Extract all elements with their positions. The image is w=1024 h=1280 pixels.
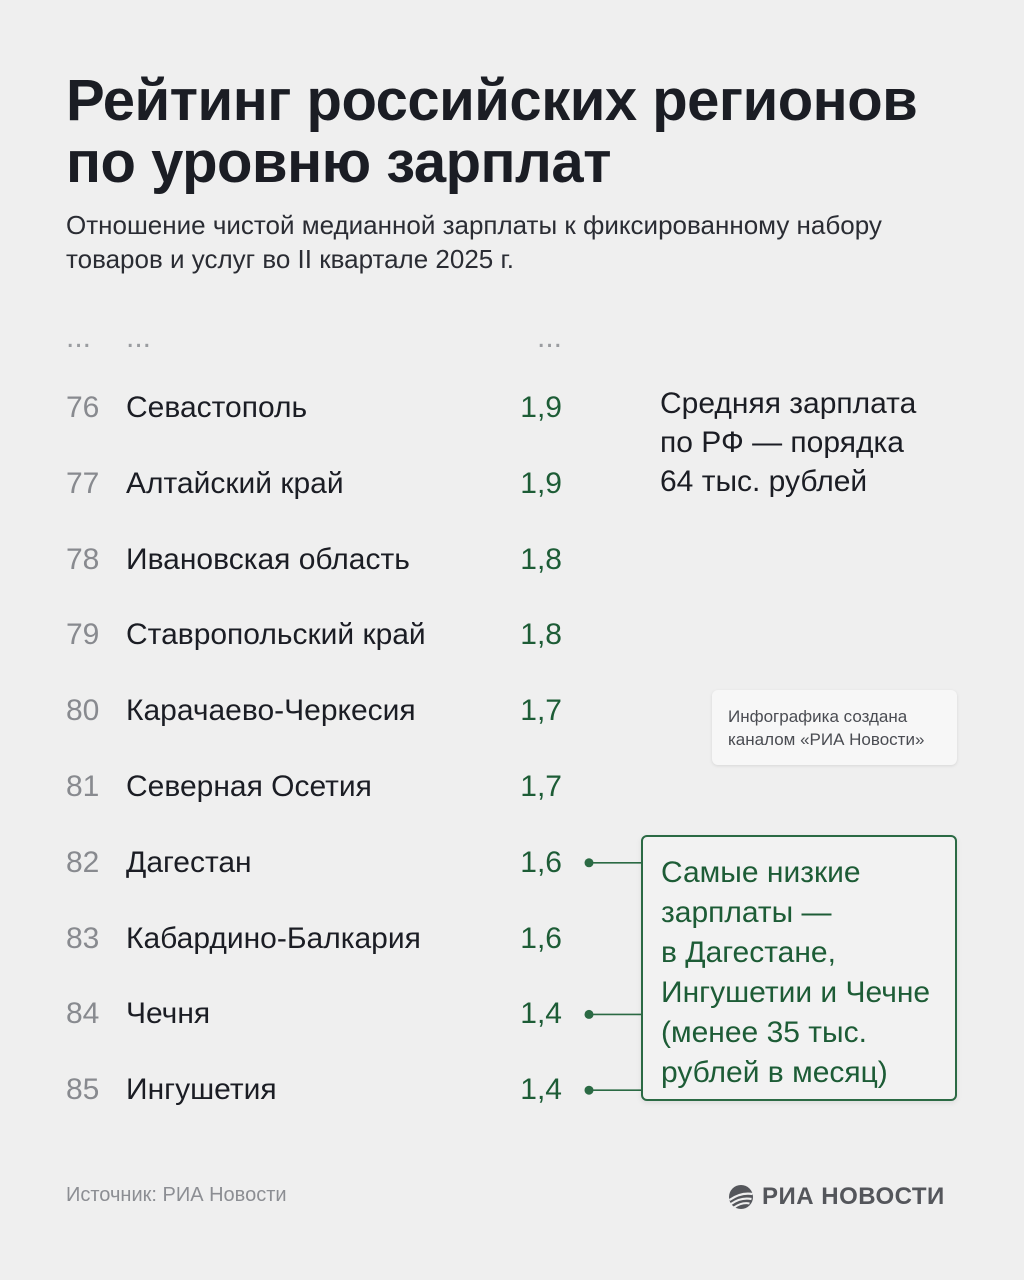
table-row: 77 Алтайский край 1,9 [0, 464, 620, 504]
table-row: 85 Ингушетия 1,4 [0, 1070, 620, 1110]
callout-line: в Дагестане, [661, 936, 836, 969]
ellipsis-value: ... [536, 321, 562, 354]
rank-label: 81 [66, 770, 100, 803]
region-label: Ингушетия [126, 1073, 277, 1107]
subtitle-line: товаров и услуг во II квартале 2025 г. [66, 244, 514, 274]
value-label: 1,7 [520, 770, 562, 803]
region-label: Ставропольский край [126, 618, 426, 652]
credit-card: Инфографика создана каналом «РИА Новости… [712, 690, 957, 765]
rank-label: 82 [66, 845, 100, 879]
table-row: 80 Карачаево-Черкесия 1,7 [0, 691, 620, 731]
value-label: 1,7 [520, 694, 562, 728]
callout-line: (менее 35 тыс. [661, 1016, 867, 1049]
ellipsis-region: ... [126, 321, 152, 354]
table-row: 76 Севастополь 1,9 [0, 388, 620, 428]
subtitle-line: Отношение чистой медианной зарплаты к фи… [66, 210, 882, 240]
ellipsis-row: ... ... ... [0, 318, 620, 358]
table-row: 82 Дагестан 1,6 [0, 843, 620, 883]
rank-label: 83 [66, 921, 100, 955]
note-line: по РФ — порядка [660, 426, 904, 459]
table-row: 78 Ивановская область 1,8 [0, 540, 620, 580]
ria-logo: РИА НОВОСТИ [728, 1180, 945, 1214]
credit-line: Инфографика создана [728, 707, 908, 726]
value-label: 1,9 [520, 466, 562, 500]
page-subtitle: Отношение чистой медианной зарплаты к фи… [66, 208, 966, 276]
table-row: 84 Чечня 1,4 [0, 994, 620, 1034]
region-label: Дагестан [126, 845, 252, 879]
note-line: 64 тыс. рублей [660, 465, 868, 498]
callout-line: рублей в месяц) [661, 1056, 888, 1089]
value-label: 1,9 [520, 391, 562, 424]
ellipsis-rank: ... [66, 321, 92, 354]
value-label: 1,4 [520, 997, 562, 1031]
region-label: Алтайский край [126, 466, 344, 500]
value-label: 1,8 [520, 618, 562, 652]
callout-line: зарплаты — [661, 896, 832, 929]
rank-label: 80 [66, 694, 100, 728]
region-label: Севастополь [126, 391, 308, 424]
credit-line: каналом «РИА Новости» [728, 730, 925, 749]
value-label: 1,6 [520, 845, 562, 879]
callout-line: Самые низкие [661, 856, 861, 889]
region-label: Кабардино-Балкария [126, 921, 421, 955]
table-row: 79 Ставропольский край 1,8 [0, 615, 620, 655]
lowest-salary-callout: Самые низкие зарплаты — в Дагестане, Инг… [641, 835, 957, 1101]
table-row: 81 Северная Осетия 1,7 [0, 767, 620, 807]
value-label: 1,6 [520, 921, 562, 955]
rank-label: 79 [66, 618, 100, 652]
region-label: Чечня [126, 997, 211, 1031]
title-line: Рейтинг российских регионов [66, 68, 918, 133]
region-label: Карачаево-Черкесия [126, 694, 416, 728]
region-label: Ивановская область [126, 542, 410, 576]
callout-line: Ингушетии и Чечне [661, 976, 931, 1009]
rank-label: 85 [66, 1073, 100, 1107]
page-title: Рейтинг российских регионов по уровню за… [66, 70, 966, 194]
logo-text: РИА НОВОСТИ [762, 1183, 945, 1210]
title-line: по уровню зарплат [66, 130, 612, 195]
rank-label: 84 [66, 997, 100, 1031]
value-label: 1,8 [520, 542, 562, 576]
rank-label: 77 [66, 466, 100, 500]
rank-label: 78 [66, 542, 100, 576]
average-salary-note: Средняя зарплата по РФ — порядка 64 тыс.… [660, 384, 960, 501]
source-label: Источник: РИА Новости [66, 1184, 287, 1206]
region-label: Северная Осетия [126, 770, 372, 803]
note-line: Средняя зарплата [660, 387, 917, 420]
rank-label: 76 [66, 391, 100, 424]
table-row: 83 Кабардино-Балкария 1,6 [0, 919, 620, 959]
ria-globe-icon [728, 1185, 753, 1209]
value-label: 1,4 [520, 1073, 562, 1107]
